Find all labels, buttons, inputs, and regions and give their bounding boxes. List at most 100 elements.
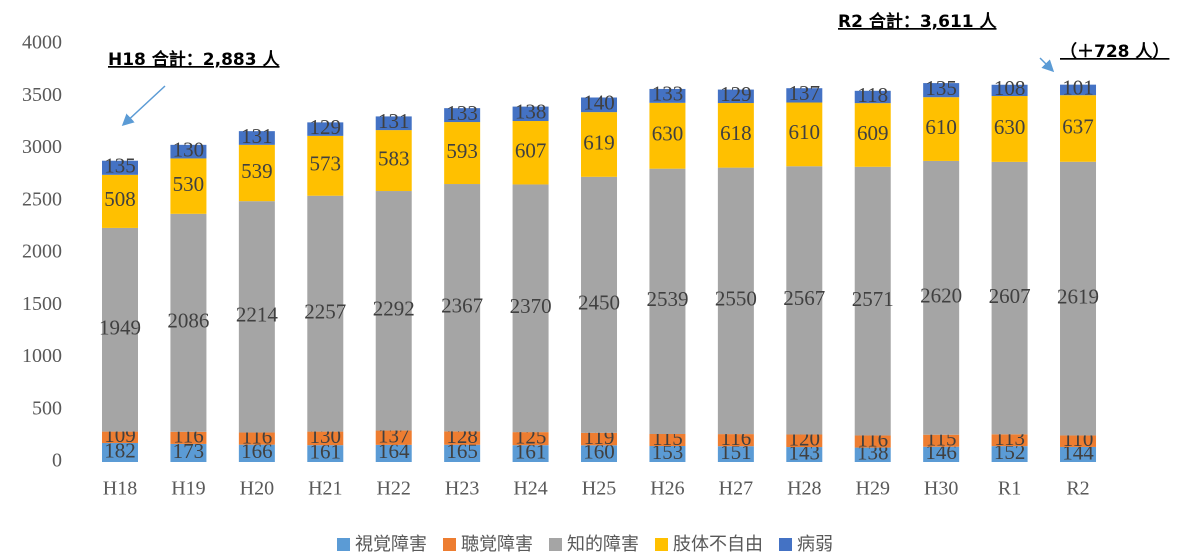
bar-segment [102,431,138,443]
x-tick-label: R2 [1066,478,1089,500]
bar-segment [649,433,686,447]
data-label: 135 [104,154,136,178]
bar-segment [170,213,207,432]
bar-segment [512,184,549,433]
data-label: 609 [857,121,889,145]
data-label: 2257 [304,299,346,323]
bar-segment [923,434,960,447]
x-tick-label: H30 [924,478,958,500]
bar-segment [854,435,891,448]
arrow [1039,57,1055,73]
bar-segment [238,144,275,202]
bar-segment [170,144,207,159]
data-label: 129 [720,82,752,106]
data-label: 2619 [1057,284,1099,308]
bar-segment [307,135,344,196]
bar-segment [1060,95,1097,162]
legend-label: 肢体不自由 [673,534,763,555]
x-tick-label: H22 [376,478,410,500]
annotation: R2 合計：3,611 人 [838,11,998,32]
y-tick-label: 2000 [22,241,62,263]
legend-swatch [337,538,350,551]
bar-segment [649,102,686,169]
data-label: 2620 [920,284,962,308]
bar-segment [786,434,823,448]
data-label: 539 [241,159,273,183]
bar-segment [238,432,275,445]
legend-label: 病弱 [797,534,833,555]
bar-segment [307,445,344,462]
bar-segment [923,160,960,435]
data-label: 140 [583,91,615,115]
legend-label: 聴覚障害 [461,534,533,555]
bar-segment [238,201,275,433]
bar-segment [1060,446,1097,462]
x-tick-label: H29 [856,478,890,500]
bar-segment [581,432,618,446]
x-tick-label: H21 [308,478,342,500]
bar-segment [307,195,344,432]
data-label: 133 [446,101,478,125]
data-label: 2571 [852,287,894,311]
bar-segment [786,447,823,462]
data-label: 573 [310,152,342,176]
data-label: 2214 [236,303,279,327]
data-label: 607 [515,139,547,163]
bar-segment [991,434,1028,447]
data-label: 2086 [167,309,209,333]
bar-segment [717,434,754,447]
x-tick-label: H18 [103,478,137,500]
x-tick-label: H23 [445,478,479,500]
y-tick-label: 1500 [22,293,62,315]
data-label: 131 [378,109,410,133]
bar-segment [854,103,891,167]
bar-segment [375,130,412,192]
x-tick-label: H19 [171,478,205,500]
bar-segment [991,446,1028,462]
data-label: 133 [652,82,684,106]
x-tick-label: H24 [513,478,547,500]
data-label: 630 [994,115,1026,139]
bar-segment [512,106,549,122]
x-tick-label: H28 [787,478,821,500]
bar-segment [786,102,823,167]
bar-segment [444,122,481,185]
data-label: 108 [994,76,1026,100]
bar-segment [649,88,686,103]
x-tick-label: R1 [998,478,1021,500]
bar-segment [1060,435,1097,447]
bar-segment [102,227,138,432]
bar-segment [375,191,412,431]
data-label: 131 [241,124,273,148]
bar-segment [717,446,754,462]
bar-segment [649,168,686,434]
data-label: 530 [173,172,205,196]
bar-segment [854,166,891,436]
data-label: 618 [720,121,752,145]
bar-segment [170,443,207,462]
bar-segment [444,184,481,432]
bar-segment [923,446,960,462]
data-label: 1949 [99,316,141,340]
bar-segment [854,447,891,462]
bar-segment [581,176,618,433]
bar-segment [512,445,549,462]
bar-segment [581,445,618,462]
bar-segment [581,97,618,113]
legend-swatch [779,538,792,551]
bar-segment [1060,161,1097,436]
bar-segment [444,108,481,123]
bar-segment [307,431,344,446]
y-tick-label: 1000 [22,345,62,367]
arrow [121,85,166,127]
bar-segment [854,90,891,104]
data-label: 630 [652,122,684,146]
bar-segment [102,160,138,175]
data-label: 130 [173,137,205,161]
bar-segment [512,121,549,185]
bar-segment [786,88,823,103]
bar-segment [786,166,823,435]
x-tick-label: H25 [582,478,616,500]
x-tick-label: H27 [719,478,753,500]
